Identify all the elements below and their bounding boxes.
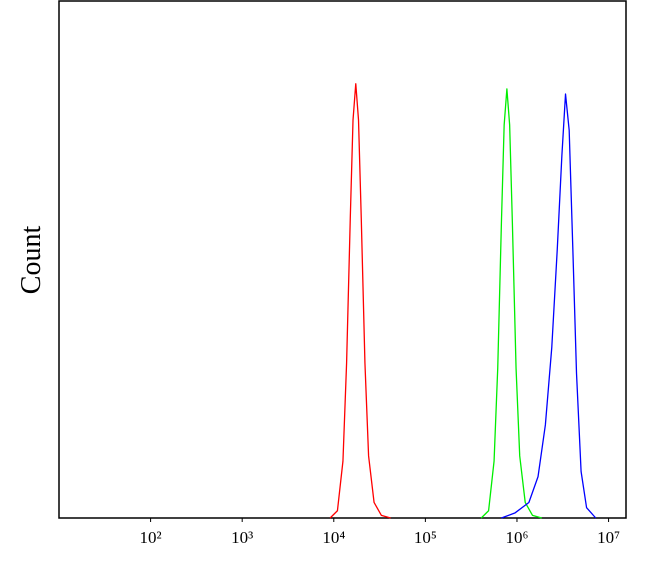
x-tick-label: 10³ (231, 528, 253, 547)
x-tick-label: 10² (140, 528, 162, 547)
histogram-line (480, 88, 542, 519)
x-tick-label: 10⁷ (597, 528, 620, 547)
plot-frame (58, 0, 627, 519)
histogram-line (501, 93, 597, 519)
x-tick-label: 10⁴ (322, 528, 345, 547)
x-tick-label: 10⁵ (414, 528, 437, 547)
y-axis-label: Count (16, 226, 47, 295)
x-tick-label: 10⁶ (506, 528, 529, 547)
histogram-line (329, 83, 391, 519)
